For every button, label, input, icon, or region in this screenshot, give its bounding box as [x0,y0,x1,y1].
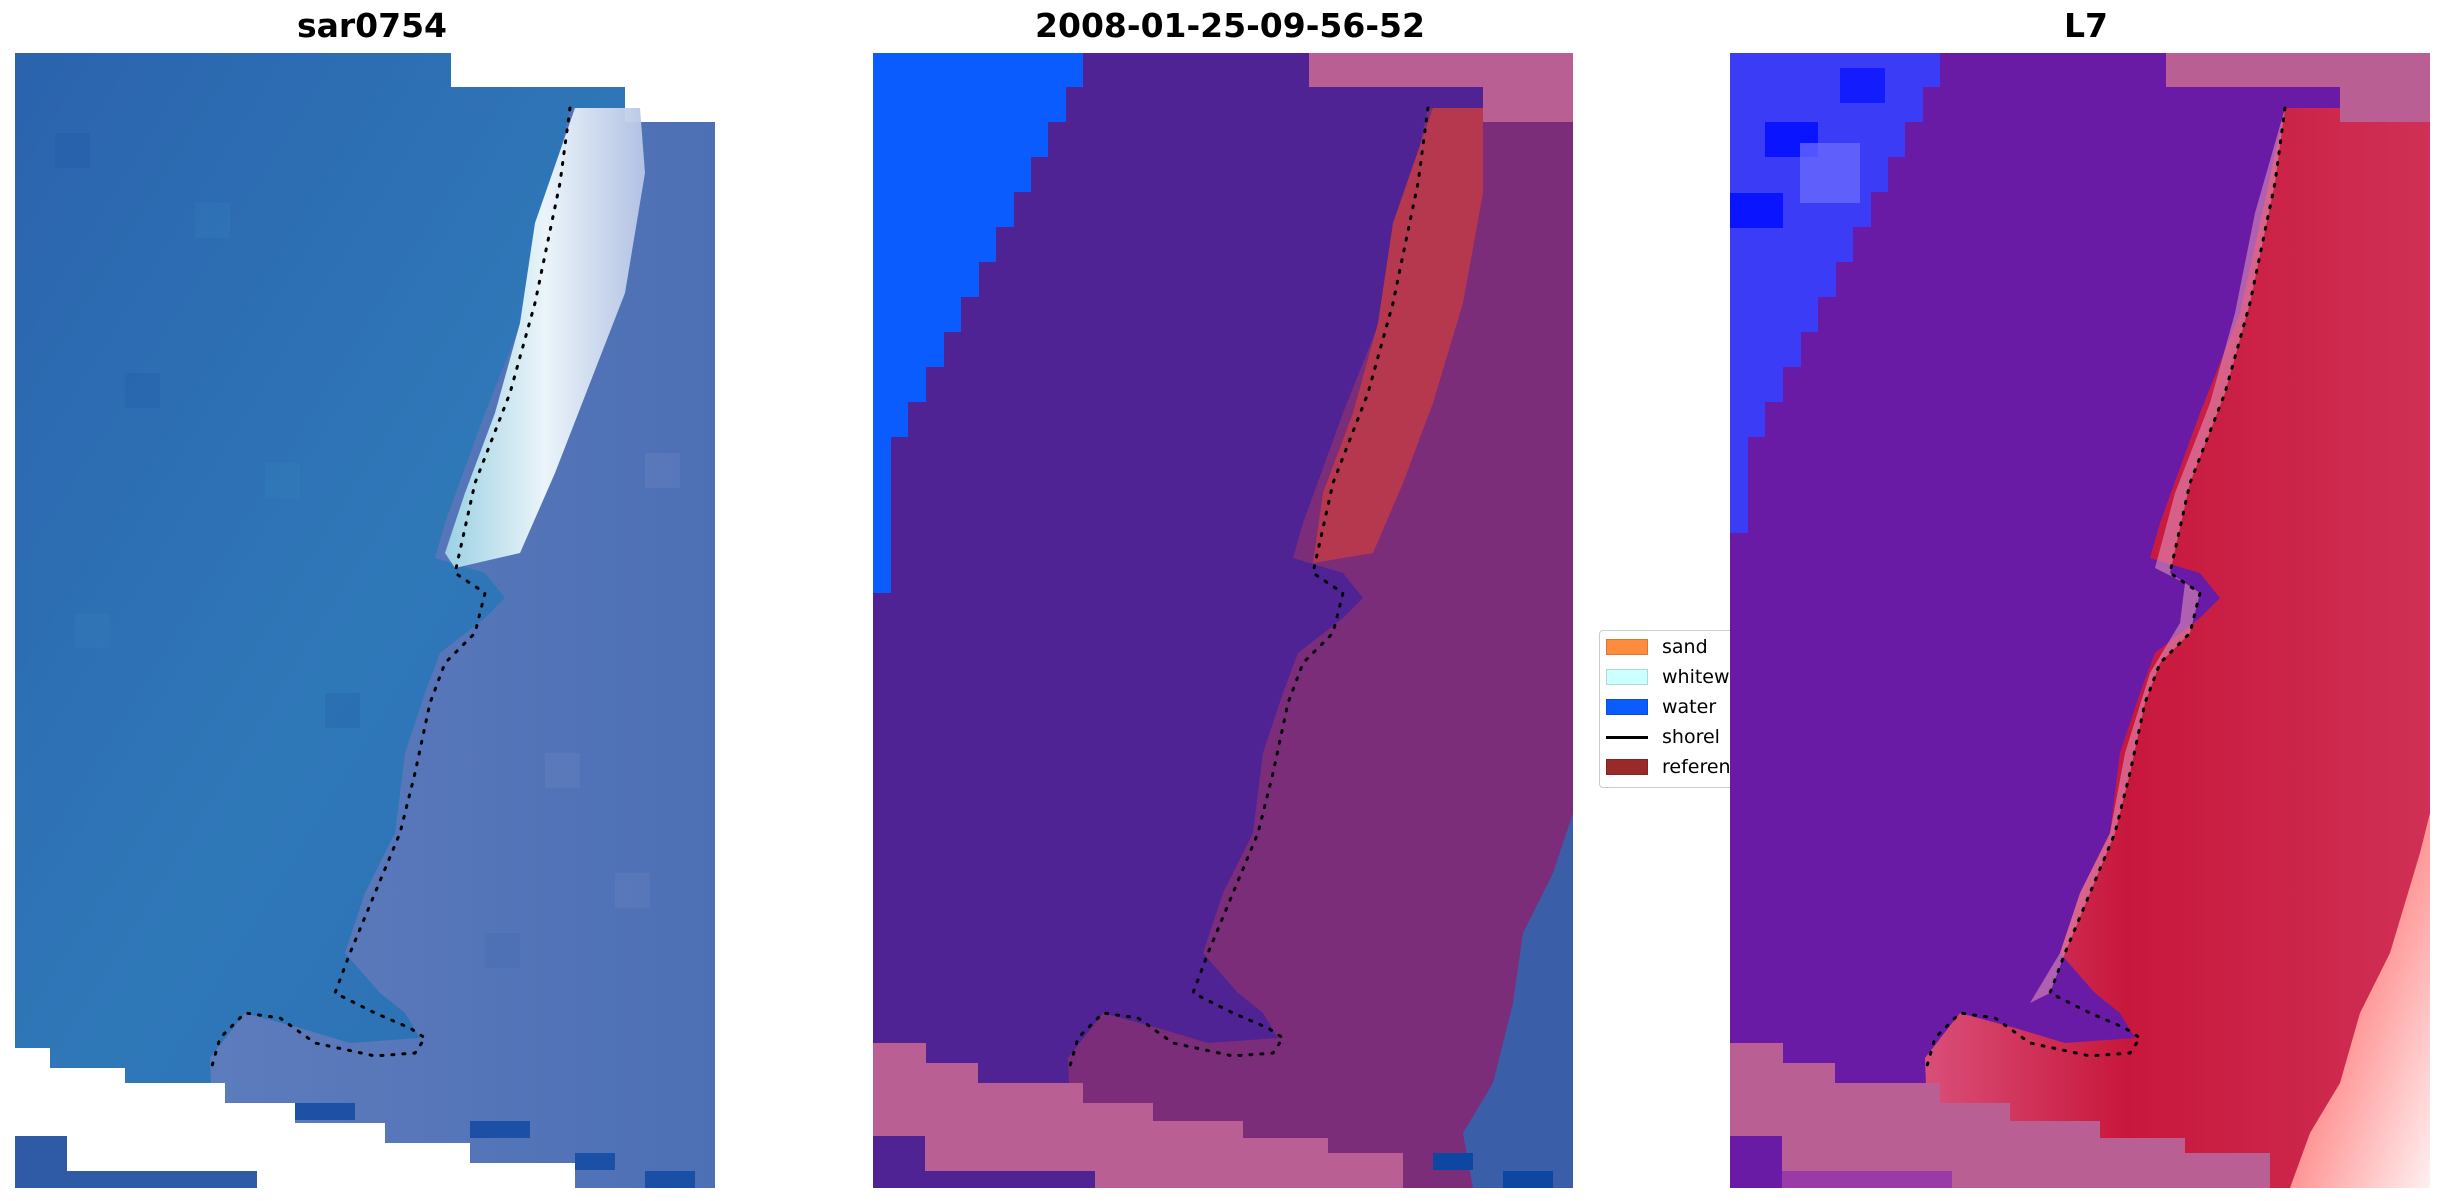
panel-title-left: sar0754 [296,6,448,45]
legend-item-reference: referen [1606,755,1731,779]
legend-label-water: water [1662,696,1717,718]
panel-title-right: L7 [2064,6,2108,45]
legend-swatch-sand [1606,639,1648,655]
legend-swatch-shoreline [1606,735,1648,739]
legend-item-sand: sand [1606,635,1708,659]
index-image [1730,53,2430,1188]
legend-label-whitewater: whitew [1662,666,1730,688]
legend-item-whitewater: whitew [1606,665,1730,689]
legend-swatch-whitewater [1606,669,1648,685]
legend-swatch-water [1606,699,1648,715]
legend-label-sand: sand [1662,636,1708,658]
classified-image [873,53,1573,1188]
legend-label-reference: referen [1662,756,1731,778]
legend: sand whitew water shorel referen [1599,630,1739,788]
panel-title-middle: 2008-01-25-09-56-52 [1035,6,1425,45]
legend-item-shoreline: shorel [1606,725,1720,749]
legend-label-shoreline: shorel [1662,726,1720,748]
legend-item-water: water [1606,695,1716,719]
rgb-satellite-image [15,53,715,1188]
legend-swatch-reference [1606,759,1648,775]
